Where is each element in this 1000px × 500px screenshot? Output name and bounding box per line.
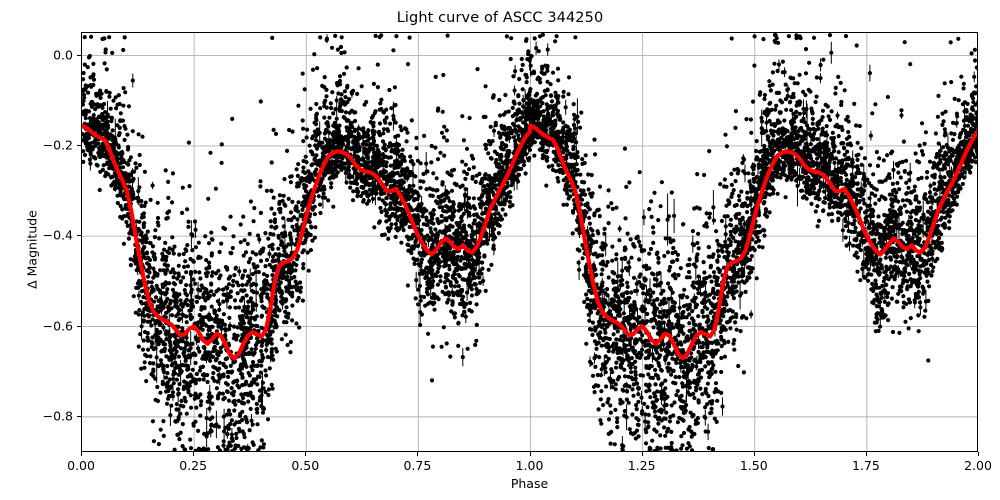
- plot-area: [81, 32, 978, 452]
- y-tick-label: −0.8: [42, 408, 73, 424]
- y-tick-mark: [77, 415, 81, 417]
- y-tick-mark: [77, 144, 81, 146]
- x-tick-label: 0.25: [179, 458, 208, 473]
- x-tick-label: 0.75: [403, 458, 432, 473]
- x-tick-label: 2.00: [964, 458, 992, 473]
- x-tick-mark: [865, 452, 867, 456]
- mean-light-curve-line: [82, 123, 977, 361]
- y-tick-label: −0.2: [42, 137, 73, 153]
- y-tick-label: −0.4: [42, 227, 73, 243]
- y-tick-label: 0.0: [53, 47, 73, 63]
- x-tick-label: 0.50: [291, 458, 320, 473]
- x-tick-label: 1.00: [515, 458, 544, 473]
- y-tick-mark: [77, 54, 81, 56]
- plot-canvas: [82, 33, 977, 451]
- x-tick-label: 1.50: [739, 458, 768, 473]
- y-tick-label: −0.6: [42, 318, 73, 334]
- y-tick-mark: [77, 325, 81, 327]
- x-tick-label: 1.75: [851, 458, 880, 473]
- x-tick-mark: [305, 452, 307, 456]
- x-tick-mark: [753, 452, 755, 456]
- x-axis-label: Phase: [510, 476, 549, 491]
- x-tick-mark: [529, 452, 531, 456]
- x-tick-mark: [417, 452, 419, 456]
- x-tick-mark: [193, 452, 195, 456]
- y-axis-label: Δ Magnitude: [24, 210, 40, 289]
- scatter-points: [82, 33, 977, 451]
- y-tick-mark: [77, 235, 81, 237]
- x-tick-mark: [978, 452, 979, 456]
- x-tick-mark: [81, 452, 82, 456]
- chart-title: Light curve of ASCC 344250: [396, 10, 604, 26]
- x-tick-label: 1.25: [627, 458, 656, 473]
- x-tick-label: 0.00: [67, 458, 95, 473]
- error-bars: [89, 34, 977, 451]
- x-tick-mark: [641, 452, 643, 456]
